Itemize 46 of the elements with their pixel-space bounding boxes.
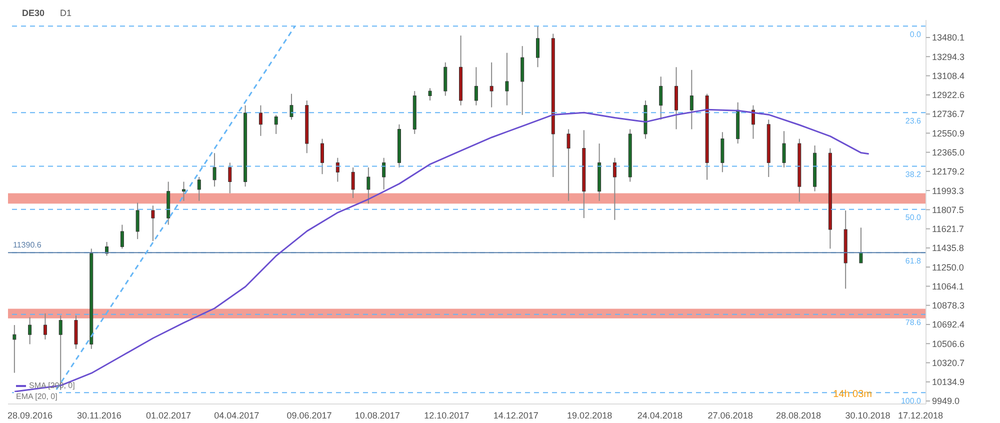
annotation: 0.0 bbox=[910, 30, 922, 39]
y-tick-label: 12922.6 bbox=[932, 90, 965, 100]
chart-subtitle: D1 bbox=[60, 8, 72, 18]
y-tick-label: 10134.9 bbox=[932, 377, 965, 388]
x-tick-label: 10.08.2017 bbox=[354, 410, 400, 420]
y-tick-label: 10320.7 bbox=[932, 358, 965, 368]
x-tick-label: 12.10.2017 bbox=[424, 410, 470, 420]
x-tick-label: 19.02.2018 bbox=[567, 410, 612, 420]
y-tick-label: 9949.0 bbox=[932, 396, 960, 406]
y-tick-label: 11250.0 bbox=[932, 262, 964, 272]
x-tick-label: 17.12.2018 bbox=[898, 410, 944, 420]
y-tick-label: 12550.9 bbox=[932, 128, 965, 138]
x-tick-label: 27.06.2018 bbox=[708, 410, 753, 420]
x-tick-label: 30.11.2016 bbox=[77, 410, 122, 420]
annotation: 78.6 bbox=[905, 318, 922, 328]
annotation: 14h 03m bbox=[833, 389, 872, 400]
annotation: EMA [20, 0] bbox=[14, 392, 60, 401]
x-tick-label: 14.12.2017 bbox=[493, 410, 538, 420]
x-tick-label: 28.09.2016 bbox=[7, 410, 53, 420]
annotation: 61.8 bbox=[905, 256, 922, 266]
y-tick-label: 11435.8 bbox=[932, 243, 964, 254]
y-tick-label: 13480.1 bbox=[932, 32, 965, 43]
y-tick-label: 13108.4 bbox=[932, 70, 965, 81]
y-tick-label: 11807.5 bbox=[932, 204, 964, 215]
x-tick-label: 01.02.2017 bbox=[146, 410, 192, 420]
y-tick-label: 12736.7 bbox=[932, 109, 965, 120]
y-tick-label: 11064.1 bbox=[932, 281, 964, 292]
x-tick-label: 04.04.2017 bbox=[214, 410, 260, 420]
y-tick-label: 12179.2 bbox=[932, 166, 965, 177]
y-tick-label: 10878.3 bbox=[932, 300, 965, 311]
y-tick-label: 12365.0 bbox=[932, 147, 965, 158]
annotation: 23.6 bbox=[905, 116, 922, 126]
annotation: 50.0 bbox=[905, 213, 922, 222]
x-tick-label: 09.06.2017 bbox=[286, 410, 332, 420]
x-tick-label: 30.10.2018 bbox=[845, 410, 890, 420]
chart-title: DE30 bbox=[22, 8, 45, 18]
y-tick-label: 11621.7 bbox=[932, 224, 964, 234]
x-tick-label: 28.08.2018 bbox=[776, 410, 821, 420]
y-tick-label: 11993.3 bbox=[932, 186, 964, 196]
y-tick-label: 10692.4 bbox=[932, 320, 965, 330]
annotation: 100.0 bbox=[900, 396, 922, 406]
ref-line-label: 11390.6 bbox=[13, 240, 42, 250]
annotation: 38.2 bbox=[905, 170, 922, 179]
y-tick-label: 10506.6 bbox=[932, 338, 965, 349]
x-tick-label: 24.04.2018 bbox=[637, 410, 682, 420]
y-tick-label: 13294.3 bbox=[932, 52, 965, 62]
